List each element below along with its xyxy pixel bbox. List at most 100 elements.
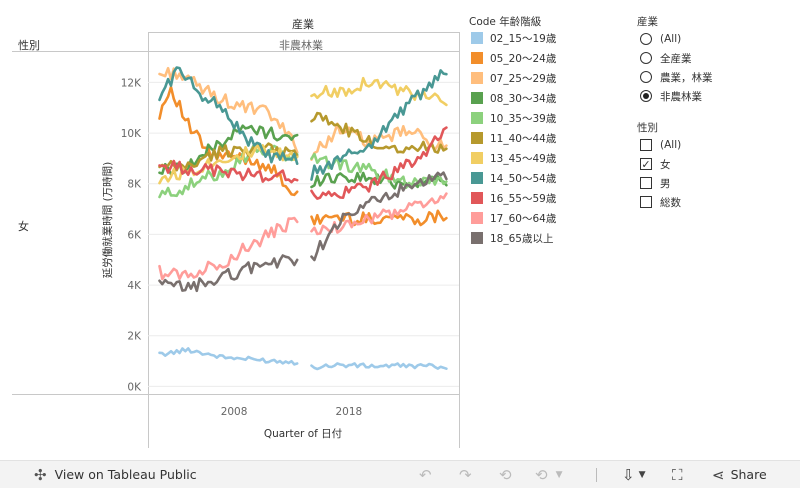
radio-button[interactable]	[640, 52, 652, 64]
legend-label: 14_50～54歳	[490, 172, 557, 185]
legend-swatch	[471, 32, 483, 44]
legend-label: 02_15～19歳	[490, 32, 557, 45]
legend-item[interactable]: 16_55～59歳	[471, 190, 556, 206]
y-tick-label: 8K	[127, 179, 142, 191]
legend-item[interactable]: 11_40～44歳	[471, 130, 556, 146]
legend-item[interactable]: 14_50～54歳	[471, 170, 556, 186]
checkbox[interactable]	[640, 139, 652, 151]
legend-swatch	[471, 72, 483, 84]
radio-label: 農業，林業	[660, 71, 713, 84]
download-dropdown-icon: ▼	[638, 469, 646, 480]
legend-label: 13_45～49歳	[490, 152, 557, 165]
row-dimension-title: 性別	[18, 39, 40, 52]
checkbox-checked[interactable]: ✓	[640, 158, 652, 171]
series-line[interactable]	[310, 111, 448, 154]
legend-label: 05_20～24歳	[490, 52, 557, 65]
column-dimension-title: 産業	[292, 18, 314, 31]
industry-radio-option[interactable]: (All)	[640, 31, 681, 47]
revert-button[interactable]: ⟲	[499, 461, 512, 488]
share-icon: ⋖	[712, 465, 725, 484]
legend-swatch	[471, 152, 483, 164]
view-on-tableau-public-label: View on Tableau Public	[54, 467, 197, 482]
radio-label: 非農林業	[660, 90, 702, 103]
series-line[interactable]	[310, 171, 448, 262]
legend-label: 18_65歳以上	[490, 232, 554, 245]
checkbox-label: 女	[660, 158, 671, 171]
pause-dropdown-button[interactable]: ⟲ ▼	[535, 461, 563, 488]
y-axis-label: 延労働就業時間 (万時間)	[101, 162, 114, 279]
checkbox-label: 総数	[660, 196, 681, 209]
series-line[interactable]	[158, 143, 299, 185]
checkbox-label: 男	[660, 177, 671, 190]
industry-radio-option[interactable]: 非農林業	[640, 88, 702, 104]
x-tick-label: 2018	[335, 406, 362, 418]
redo-button[interactable]: ↷	[459, 461, 472, 488]
legend-label: 07_25～29歳	[490, 72, 557, 85]
series-line[interactable]	[158, 66, 299, 154]
fullscreen-button[interactable]: ⛶	[672, 461, 683, 488]
gender-checkbox-option[interactable]: (All)	[640, 137, 681, 153]
industry-filter-title: 産業	[637, 16, 658, 28]
header-rule-bottom	[12, 51, 459, 52]
legend-item[interactable]: 07_25～29歳	[471, 70, 556, 86]
radio-button[interactable]	[640, 90, 652, 102]
download-button[interactable]: ⇩ ▼	[622, 461, 646, 488]
legend-item[interactable]: 05_20～24歳	[471, 50, 556, 66]
series-line[interactable]	[158, 142, 299, 199]
pane-rule-left	[148, 32, 149, 448]
series-line[interactable]	[158, 216, 299, 281]
series-line[interactable]	[310, 126, 448, 200]
legend-swatch	[471, 52, 483, 64]
view-on-tableau-public-link[interactable]: ✣ View on Tableau Public	[34, 461, 197, 488]
fullscreen-icon: ⛶	[672, 465, 683, 484]
checkbox[interactable]	[640, 196, 652, 208]
header-rule-top	[148, 32, 459, 33]
row-header-value: 女	[18, 220, 29, 233]
legend-label: 08_30～34歳	[490, 92, 557, 105]
legend-swatch	[471, 212, 483, 224]
legend-label: 17_60～64歳	[490, 212, 557, 225]
tableau-logo-icon: ✣	[34, 465, 47, 484]
legend-swatch	[471, 132, 483, 144]
series-line[interactable]	[158, 347, 299, 366]
industry-radio-option[interactable]: 農業，林業	[640, 69, 713, 85]
checkbox-label: (All)	[660, 139, 682, 151]
series-line[interactable]	[310, 362, 448, 371]
series-line[interactable]	[158, 66, 299, 165]
legend-label: 11_40～44歳	[490, 132, 557, 145]
toolbar-divider	[596, 468, 597, 482]
radio-label: (All)	[660, 33, 682, 45]
legend-item[interactable]: 17_60～64歳	[471, 210, 556, 226]
tableau-toolbar: ✣ View on Tableau Public ↶ ↷ ⟲ ⟲ ▼ ⇩ ▼ ⛶…	[0, 460, 800, 488]
radio-button[interactable]	[640, 33, 652, 45]
gender-checkbox-option[interactable]: 男	[640, 175, 671, 191]
legend-item[interactable]: 18_65歳以上	[471, 230, 553, 246]
legend-item[interactable]: 02_15～19歳	[471, 30, 556, 46]
series-line[interactable]	[310, 69, 448, 181]
legend-item[interactable]: 10_35～39歳	[471, 110, 556, 126]
gender-filter-title: 性別	[637, 122, 658, 134]
series-line[interactable]	[158, 254, 299, 293]
legend-swatch	[471, 192, 483, 204]
x-tick-label: 2008	[221, 406, 248, 418]
industry-radio-option[interactable]: 全産業	[640, 50, 692, 66]
x-axis-label: Quarter of 日付	[264, 427, 342, 440]
legend-swatch	[471, 92, 483, 104]
series-line[interactable]	[310, 209, 448, 227]
pane-rule-right	[459, 32, 460, 448]
legend-item[interactable]: 08_30～34歳	[471, 90, 556, 106]
gender-checkbox-option[interactable]: 総数	[640, 194, 681, 210]
undo-button[interactable]: ↶	[419, 461, 432, 488]
series-line[interactable]	[158, 159, 299, 184]
legend-item[interactable]: 13_45～49歳	[471, 150, 556, 166]
y-tick-label: 0K	[127, 381, 142, 393]
checkbox[interactable]	[640, 177, 652, 189]
y-tick-label: 12K	[121, 77, 142, 89]
legend-label: 10_35～39歳	[490, 112, 557, 125]
radio-button[interactable]	[640, 71, 652, 83]
gender-checkbox-option[interactable]: ✓ 女	[640, 156, 671, 172]
share-button[interactable]: ⋖ Share	[712, 461, 767, 488]
y-tick-label: 2K	[127, 331, 142, 343]
dropdown-icon: ▼	[555, 469, 563, 480]
